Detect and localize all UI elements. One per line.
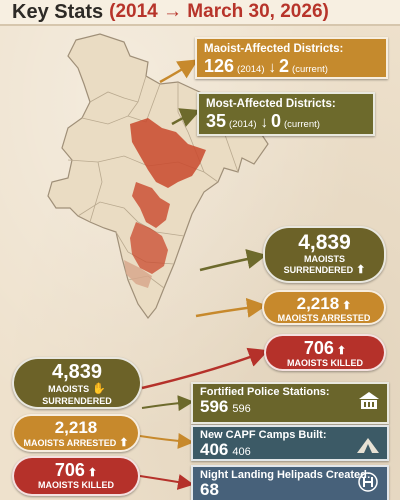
arrow-to-killed-pill [141,347,269,390]
handshake-icon: ✋ [92,383,106,395]
arrow-to-police-bar [141,395,194,412]
page-header: Key Stats (2014 → March 30, 2026) [0,0,400,26]
arrow-to-surrendered-pill [199,249,267,272]
killed-value-left: 706 [54,460,85,480]
surrendered-left-label-line2: SURRENDERED [42,395,112,406]
most-affected-districts-card: Most-Affected Districts: 35 (2014) ↓ 0 (… [197,92,375,136]
most-affected-current-note: (current) [284,119,320,130]
most-affected-current-value: 0 [271,111,282,131]
date-range: (2014 → March 30, 2026) [109,1,329,22]
capf-camps-title: New CAPF Camps Built: [200,429,327,441]
surrendered-pill-left: 4,839 MAOISTS ✋ SURRENDERED [12,357,142,409]
affected-districts-title: Maoist-Affected Districts: [204,43,344,55]
killed-left-label: MAOISTS KILLED [38,479,114,490]
most-affected-2014-value: 35 [206,111,227,131]
helipads-value: 68 [200,480,219,499]
affected-region-fringe [124,260,152,288]
police-station-icon [359,392,379,409]
arrested-pill-right: 2,218 ⬆ MAOISTS ARRESTED [262,290,386,325]
capf-camps-value: 406 [200,440,229,459]
up-arrow-icon: ⬆ [356,264,366,277]
arrested-label: MAOISTS ARRESTED [277,312,371,323]
helipad-icon [358,472,378,492]
affected-2014-note: (2014) [237,64,265,75]
killed-value: 706 [303,338,334,358]
affected-region-north [130,118,206,188]
up-arrow-icon: ⬆ [336,345,347,357]
killed-pill-left: 706 ⬆ MAOISTS KILLED [12,456,140,496]
affected-region-south [130,222,168,274]
arrested-value-left: 2,218 [54,418,98,437]
down-arrow-icon: ↓ [268,59,277,76]
surrendered-left-label-line1: MAOISTS [48,384,90,394]
surrendered-value: 4,839 [298,231,351,254]
affected-region-central [132,182,170,228]
affected-2014-value: 126 [204,56,235,76]
arrow-to-arrested-pill [195,297,267,318]
surrendered-label-line2: SURRENDERED [283,265,354,276]
up-arrow-icon: ⬆ [342,300,352,312]
arrow-to-affected-card [159,59,199,84]
killed-pill-right: 706 ⬆ MAOISTS KILLED [264,334,386,371]
police-stations-value: 596 [200,397,229,416]
capf-camps-value-small: 406 [232,446,251,458]
up-arrow-icon: ⬆ [119,436,129,449]
surrendered-value-left: 4,839 [51,361,103,383]
arrow-to-heli-bar [139,474,194,490]
most-affected-2014-note: (2014) [229,119,257,130]
down-arrow-icon: ↓ [260,114,269,131]
capf-camps-bar: New CAPF Camps Built: 406 406 [191,425,389,461]
tent-camp-icon [357,438,379,453]
most-affected-title: Most-Affected Districts: [206,98,336,110]
arrested-value: 2,218 [296,294,340,313]
helipads-bar: Night Landing Helipads Created: 68 [191,465,389,500]
surrendered-label-line1: MAOISTS [303,254,345,265]
surrendered-pill-right: 4,839 MAOISTS SURRENDERED ⬆ [263,226,386,283]
page-title: Key Stats [12,0,104,23]
police-stations-title: Fortified Police Stations: [200,386,330,398]
affected-districts-card: Maoist-Affected Districts: 126 (2014) ↓ … [195,37,388,79]
arrested-left-label: MAOISTS ARRESTED [23,437,117,448]
helipads-title: Night Landing Helipads Created: [200,469,371,481]
affected-current-note: (current) [292,64,328,75]
affected-current-value: 2 [279,56,290,76]
arrow-to-most-affected-card [171,108,201,127]
killed-label: MAOISTS KILLED [287,357,363,368]
up-arrow-icon: ⬆ [87,467,98,479]
police-stations-bar: Fortified Police Stations: 596 596 [191,382,389,424]
arrow-to-capf-bar [139,433,194,449]
police-stations-value-small: 596 [232,403,251,415]
arrested-pill-left: 2,218 MAOISTS ARRESTED ⬆ [12,414,140,452]
